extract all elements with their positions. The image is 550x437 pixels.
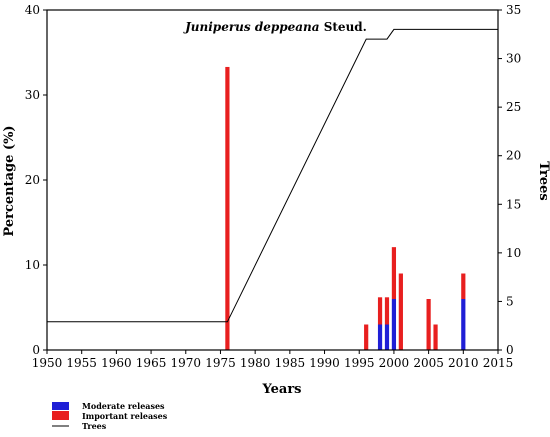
y2-tick-label: 25: [506, 100, 521, 114]
bar-moderate-2000: [391, 299, 397, 350]
x-axis-title: Years: [261, 382, 301, 397]
y2-tick-label: 10: [506, 246, 521, 260]
bar-moderate-2010: [461, 299, 466, 350]
y-tick-label: 40: [25, 3, 40, 17]
x-tick-label: 1975: [205, 356, 236, 370]
y-axis-left: 0 10 20 30 40: [25, 3, 47, 357]
x-tick-label: 1970: [170, 356, 201, 370]
y-tick-label: 10: [25, 258, 40, 272]
x-tick-label: 2005: [413, 356, 444, 370]
x-tick-label: 1980: [240, 356, 271, 370]
x-tick-label: 2015: [483, 356, 514, 370]
x-tick-label: 2000: [379, 356, 410, 370]
x-tick-label: 1960: [101, 356, 132, 370]
bar-important-1976: [225, 66, 230, 350]
y2-tick-label: 20: [506, 149, 521, 163]
bar-important-2000: [391, 247, 397, 299]
x-tick-label: 1965: [136, 356, 167, 370]
legend-label-important: Important releases: [82, 411, 168, 421]
y2-tick-label: 15: [506, 197, 521, 211]
x-tick-label: 1955: [66, 356, 97, 370]
x-tick-label: 1950: [32, 356, 63, 370]
bar-moderate-1999: [384, 324, 390, 350]
y2-tick-label: 0: [506, 343, 514, 357]
y-tick-label: 30: [25, 88, 40, 102]
x-tick-label: 1985: [275, 356, 306, 370]
legend-label-trees: Trees: [82, 421, 107, 431]
x-tick-label: 1995: [344, 356, 375, 370]
x-tick-label: 2010: [448, 356, 479, 370]
y2-axis-title: Trees: [536, 161, 550, 200]
y2-tick-label: 5: [506, 294, 514, 308]
legend-label-moderate: Moderate releases: [82, 401, 165, 411]
bar-important-1996: [364, 324, 369, 350]
bar-important-2010: [461, 273, 466, 299]
y2-tick-label: 30: [506, 52, 521, 66]
bar-moderate-1998: [377, 324, 383, 350]
chart-title: Juniperus deppeana Steud.: [183, 20, 367, 34]
y-tick-label: 20: [25, 173, 40, 187]
y-axis-right: 0 5 10 15 20 25 30 35: [498, 3, 521, 357]
bar-important-2001: [398, 273, 403, 350]
bar-important-2005: [426, 299, 431, 350]
bar-important-2006: [433, 324, 438, 350]
y-tick-label: 0: [32, 343, 40, 357]
y2-tick-label: 35: [506, 3, 521, 17]
legend: Moderate releases Important releases Tre…: [52, 401, 168, 431]
legend-swatch-moderate: [52, 402, 69, 410]
bars-group: [225, 66, 466, 350]
x-axis: 1950 1955 1960 1965 1970 1975 1980 1985 1990 1995…: [32, 350, 514, 370]
trees-line: [47, 28, 498, 323]
legend-swatch-important: [52, 411, 69, 420]
x-tick-label: 1990: [309, 356, 340, 370]
y-axis-title: Percentage (%): [2, 125, 17, 236]
bar-important-1998: [377, 297, 383, 325]
title-author: Steud.: [320, 20, 367, 34]
title-species: Juniperus deppeana: [183, 20, 319, 34]
bar-important-1999: [384, 297, 390, 325]
